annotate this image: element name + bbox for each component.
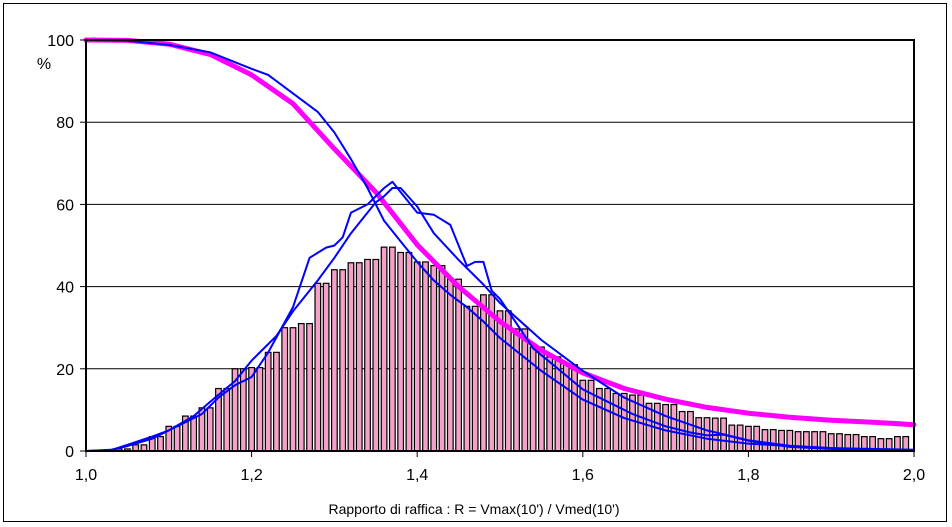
bar: [206, 407, 214, 452]
bar: [223, 387, 231, 452]
x-tick-label: 1,0: [75, 467, 97, 484]
x-tick-label: 2,0: [903, 467, 925, 484]
bar: [629, 394, 636, 452]
y-tick-label: 60: [56, 197, 74, 214]
bar: [413, 261, 421, 452]
bar: [496, 310, 504, 452]
chart-svg: 0 20 40 60 80 100 1,0 1,2 1,4 1,6 1,8 2,0 % Rappor…: [37, 33, 925, 517]
bar: [587, 379, 595, 452]
bar: [306, 322, 313, 452]
bar: [314, 282, 322, 452]
bar: [339, 269, 347, 452]
bar: [190, 415, 198, 452]
bar: [355, 262, 363, 452]
bar: [612, 392, 620, 452]
y-tick-label: 80: [56, 115, 74, 132]
bar: [330, 269, 338, 452]
y-tick-label: 0: [65, 444, 74, 461]
x-tick-label: 1,6: [572, 467, 594, 484]
bar: [778, 429, 785, 452]
bar: [620, 392, 628, 452]
bar: [537, 346, 545, 452]
bar: [769, 429, 777, 452]
bar: [256, 366, 264, 452]
y-tick-label: 40: [56, 280, 74, 297]
x-tick-label: 1,4: [406, 467, 428, 484]
bar: [455, 278, 463, 452]
x-tick-label: 1,8: [737, 467, 759, 484]
bar: [264, 351, 272, 452]
bar: [571, 364, 578, 452]
y-axis-label: %: [37, 56, 51, 73]
bar: [438, 265, 446, 452]
bar: [347, 262, 355, 452]
bar: [322, 282, 330, 452]
bar: [761, 429, 769, 452]
bar: [471, 305, 479, 452]
y-tick-label: 100: [47, 33, 74, 50]
bar: [397, 251, 405, 452]
bar: [430, 265, 438, 452]
bar: [422, 261, 429, 452]
x-tick-label: 1,2: [240, 467, 262, 484]
line-series: [83, 37, 917, 452]
bar: [753, 425, 761, 452]
bar: [380, 246, 388, 452]
bar: [546, 356, 554, 452]
bar: [513, 328, 520, 452]
observed-curve: [85, 187, 915, 452]
observed-curve: [85, 39, 915, 452]
y-axis-ticks: 0 20 40 60 80 100: [47, 33, 86, 461]
bar: [273, 351, 280, 452]
y-tick-label: 20: [56, 362, 74, 379]
bar: [248, 366, 256, 452]
x-axis-ticks: 1,0 1,2 1,4 1,6 1,8 2,0: [75, 451, 925, 484]
bar: [173, 425, 181, 452]
bar: [744, 425, 752, 452]
bar: [405, 251, 413, 452]
plot-area: [85, 39, 915, 452]
bar: [157, 436, 164, 452]
observed-curve: [85, 180, 915, 452]
bar: [364, 258, 371, 452]
bar: [372, 258, 380, 452]
bar: [388, 246, 396, 452]
bar: [289, 327, 297, 452]
bar: [297, 322, 305, 452]
bar: [521, 328, 529, 452]
x-axis-label: Rapporto di raffica : R = Vmax(10') / Vm…: [328, 501, 619, 517]
bar: [504, 310, 512, 452]
bar: [463, 305, 471, 452]
bar: [446, 278, 454, 452]
bar: [604, 387, 612, 452]
chart-area: 0 20 40 60 80 100 1,0 1,2 1,4 1,6 1,8 2,0 % Rappor…: [3, 3, 947, 522]
bar: [480, 294, 487, 452]
bar: [281, 327, 289, 452]
cumulative-fit-curve: [83, 37, 917, 428]
